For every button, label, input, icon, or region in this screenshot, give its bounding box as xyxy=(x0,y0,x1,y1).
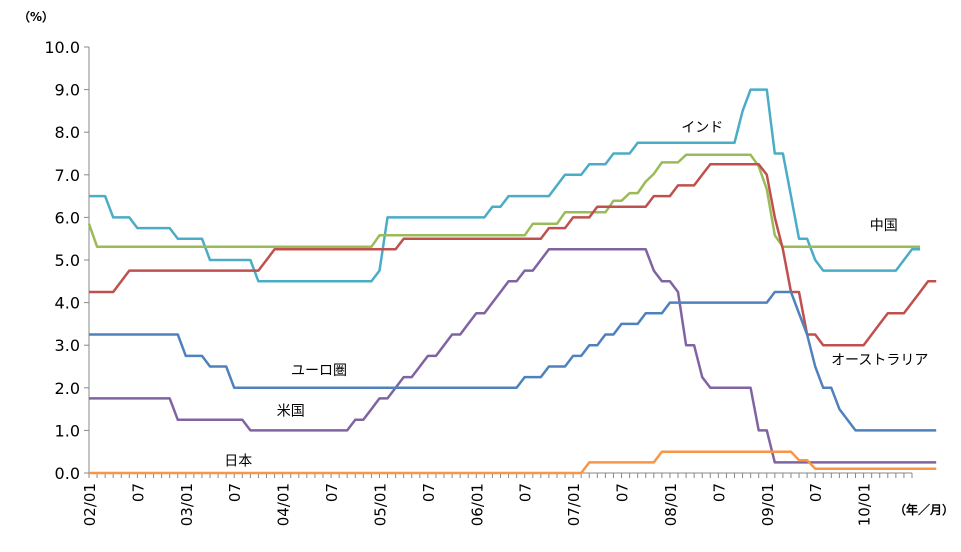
y-unit-label: （%） xyxy=(18,9,54,24)
x-tick-label: 07 xyxy=(323,483,341,502)
series-line-4 xyxy=(89,290,937,432)
y-tick-label: 2.0 xyxy=(55,379,80,398)
x-tick-label: 08/01 xyxy=(662,483,680,526)
series-line-2 xyxy=(89,162,937,347)
y-tick-label: 6.0 xyxy=(55,208,80,227)
x-tick-label: 07 xyxy=(420,483,438,502)
x-tick-label: 02/01 xyxy=(81,483,99,526)
x-tick-label: 09/01 xyxy=(759,483,777,526)
series-line-5 xyxy=(89,450,937,475)
y-tick-label: 3.0 xyxy=(55,336,80,355)
y-axis: 0.0 1.0 2.0 3.0 4.0 5.0 6.0 7.0 8.0 9.0 10.0 xyxy=(44,38,90,483)
x-tick-label: 07/01 xyxy=(565,483,583,526)
series-line-0 xyxy=(89,88,921,283)
x-tick-label: 07 xyxy=(710,483,728,502)
x-tick-label: 07 xyxy=(614,483,632,502)
y-tick-label: 10.0 xyxy=(44,38,80,57)
series-label: 日本 xyxy=(224,453,252,469)
series-label: オーストラリア xyxy=(831,352,928,368)
series-label: 中国 xyxy=(870,218,898,234)
x-tick-label: 05/01 xyxy=(371,483,389,526)
series-label: 米国 xyxy=(277,403,305,419)
series-label: ユーロ圏 xyxy=(291,363,347,379)
x-unit-label: （年／月） xyxy=(894,502,954,517)
y-tick-label: 0.0 xyxy=(55,464,80,483)
series-lines xyxy=(87,88,937,475)
x-axis: 02/01 07 03/01 07 04/01 07 05/01 07 06/01 07 07/01… xyxy=(81,472,913,526)
x-tick-label: 04/01 xyxy=(275,483,293,526)
y-tick-label: 1.0 xyxy=(55,421,80,440)
y-tick-label: 4.0 xyxy=(55,294,80,313)
x-tick-label: 07 xyxy=(129,483,147,502)
x-tick-label: 07 xyxy=(517,483,535,502)
y-tick-label: 9.0 xyxy=(55,81,80,100)
x-tick-label: 07 xyxy=(807,483,825,502)
y-tick-label: 8.0 xyxy=(55,123,80,142)
x-tick-label: 03/01 xyxy=(178,483,196,526)
x-tick-label: 10/01 xyxy=(856,483,874,526)
x-tick-label: 07 xyxy=(226,483,244,502)
series-line-3 xyxy=(89,248,937,464)
y-tick-label: 5.0 xyxy=(55,251,80,270)
x-tick-label: 06/01 xyxy=(468,483,486,526)
series-line-1 xyxy=(87,153,921,249)
series-label: インド xyxy=(681,120,723,136)
y-tick-label: 7.0 xyxy=(55,166,80,185)
